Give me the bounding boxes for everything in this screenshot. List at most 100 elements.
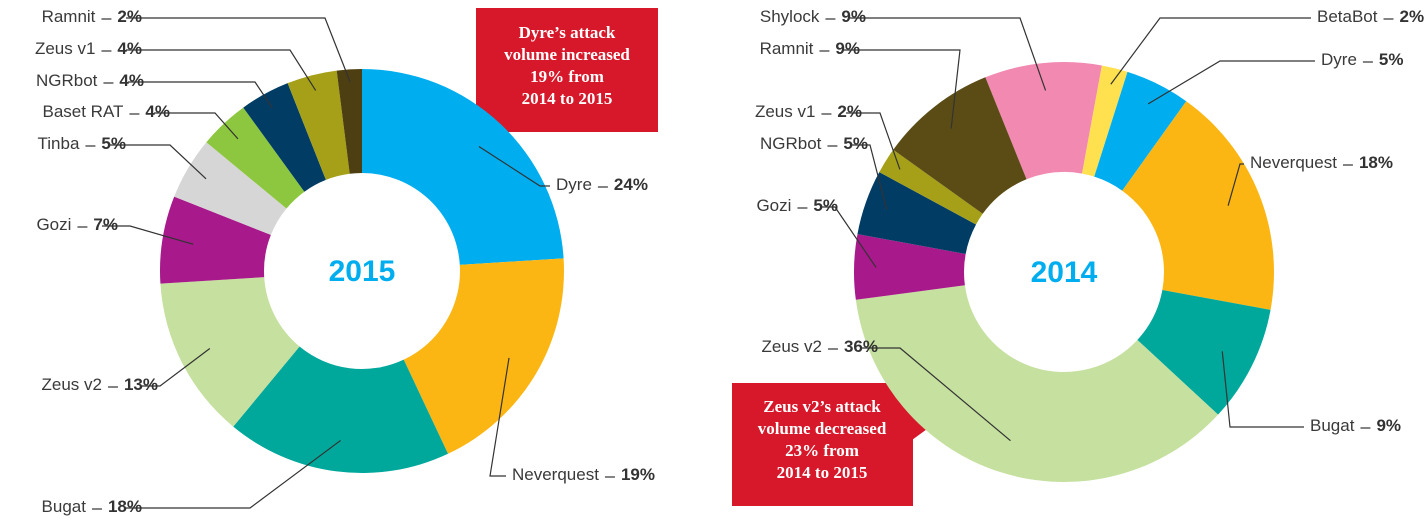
category-name: Neverquest — [512, 465, 599, 484]
callout-box — [732, 383, 913, 506]
slice-label-text: Zeus v1 4% — [35, 39, 142, 58]
donut-slice — [1094, 71, 1187, 191]
leader-line — [852, 144, 888, 210]
slice-label: NGRbot 4% — [36, 71, 273, 108]
donut-slice — [174, 142, 287, 235]
value-label: 18% — [108, 497, 142, 516]
slice-label-text: Dyre 24% — [556, 175, 648, 194]
slice-label: BetaBot 2% — [1110, 7, 1424, 85]
slice-label: Bugat 9% — [1221, 351, 1401, 435]
value-label: 5% — [843, 134, 868, 153]
leader-line — [846, 112, 901, 170]
slice-label-text: Dyre 5% — [1321, 50, 1403, 69]
callout-text: volume increased — [504, 45, 630, 64]
value-label: 13% — [124, 375, 158, 394]
leader-line — [1110, 17, 1311, 85]
slice-label-text: Gozi 7% — [36, 215, 118, 234]
slice-label-text: Zeus v2 36% — [761, 337, 878, 356]
donut-slice — [233, 346, 449, 473]
slice-label: Dyre 5% — [1147, 50, 1403, 105]
donut-slice — [243, 83, 326, 192]
callout-text: Zeus v2’s attack — [763, 397, 881, 416]
category-name: Gozi — [36, 215, 71, 234]
donut-slice — [1137, 290, 1271, 415]
category-name: Bugat — [1310, 416, 1355, 435]
donut-slice — [893, 77, 1027, 214]
slice-label: Zeus v1 4% — [35, 39, 317, 91]
donut-slice — [403, 258, 564, 454]
category-name: Tinba — [38, 134, 80, 153]
slice-label-text: Neverquest 19% — [512, 465, 655, 484]
slice-label-text: Zeus v1 2% — [755, 102, 862, 121]
callout-text: 2014 to 2015 — [777, 463, 868, 482]
category-name: Bugat — [42, 497, 87, 516]
donut-slice — [857, 172, 977, 254]
leader-line — [822, 206, 877, 268]
slice-label-text: Neverquest 18% — [1250, 153, 1393, 172]
slice-label: Gozi 7% — [36, 215, 194, 245]
value-label: 24% — [614, 175, 648, 194]
slice-label: Shylock 9% — [760, 7, 1047, 91]
leader-line — [1147, 60, 1315, 105]
slice-label: Tinba 5% — [38, 134, 207, 180]
leader-line — [489, 357, 510, 477]
category-name: Neverquest — [1250, 153, 1337, 172]
callout-text: 2014 to 2015 — [522, 89, 613, 108]
value-label: 2% — [117, 7, 142, 26]
slice-label-text: Gozi 5% — [756, 196, 838, 215]
value-label: 4% — [119, 71, 144, 90]
slice-label-text: Shylock 9% — [760, 7, 866, 26]
donut-slice — [287, 70, 350, 180]
value-label: 9% — [835, 39, 860, 58]
slice-label-text: Baset RAT 4% — [42, 102, 170, 121]
donut-slice — [362, 69, 564, 265]
category-name: Baset RAT — [42, 102, 123, 121]
slice-label-text: Zeus v2 13% — [41, 375, 158, 394]
leader-line — [126, 17, 351, 83]
value-label: 2% — [837, 102, 862, 121]
slice-label: Bugat 18% — [42, 439, 341, 516]
donut-slice — [160, 277, 300, 427]
leader-line — [478, 145, 550, 187]
center-label: 2015 — [329, 255, 396, 288]
slice-label: Zeus v2 36% — [761, 337, 1011, 442]
slice-label: Ramnit 2% — [42, 7, 351, 83]
leader-line — [154, 112, 239, 140]
donut-slice — [336, 69, 362, 174]
value-label: 9% — [1376, 416, 1401, 435]
donut-slice — [160, 196, 271, 284]
value-label: 4% — [145, 102, 170, 121]
value-label: 19% — [621, 465, 655, 484]
donut-slice — [853, 234, 966, 300]
center-label: 2014 — [1031, 256, 1098, 289]
category-name: Zeus v1 — [755, 102, 815, 121]
category-name: Zeus v2 — [761, 337, 821, 356]
callout-text: 23% from — [785, 441, 859, 460]
slice-label-text: NGRbot 5% — [760, 134, 868, 153]
value-label: 18% — [1359, 153, 1393, 172]
slice-label-text: Ramnit 9% — [760, 39, 860, 58]
category-name: Ramnit — [42, 7, 96, 26]
category-name: Dyre — [1321, 50, 1357, 69]
value-label: 4% — [117, 39, 142, 58]
callout-text: 19% from — [530, 67, 604, 86]
slice-label-text: Bugat 18% — [42, 497, 142, 516]
slice-label: Baset RAT 4% — [42, 102, 239, 140]
slice-label-text: Tinba 5% — [38, 134, 126, 153]
category-name: NGRbot — [36, 71, 98, 90]
leader-line — [142, 348, 211, 387]
slice-label-text: NGRbot 4% — [36, 71, 144, 90]
value-label: 36% — [844, 337, 878, 356]
leader-line — [850, 17, 1047, 91]
donut-slice — [855, 285, 1219, 482]
slice-label: Zeus v2 13% — [41, 348, 211, 394]
slice-label: NGRbot 5% — [760, 134, 888, 210]
value-label: 5% — [813, 196, 838, 215]
category-name: Zeus v1 — [35, 39, 95, 58]
slice-label: Gozi 5% — [756, 196, 877, 268]
leader-line — [110, 144, 207, 180]
callout-text: volume decreased — [758, 419, 887, 438]
slice-label: Zeus v1 2% — [755, 102, 901, 170]
category-name: NGRbot — [760, 134, 822, 153]
